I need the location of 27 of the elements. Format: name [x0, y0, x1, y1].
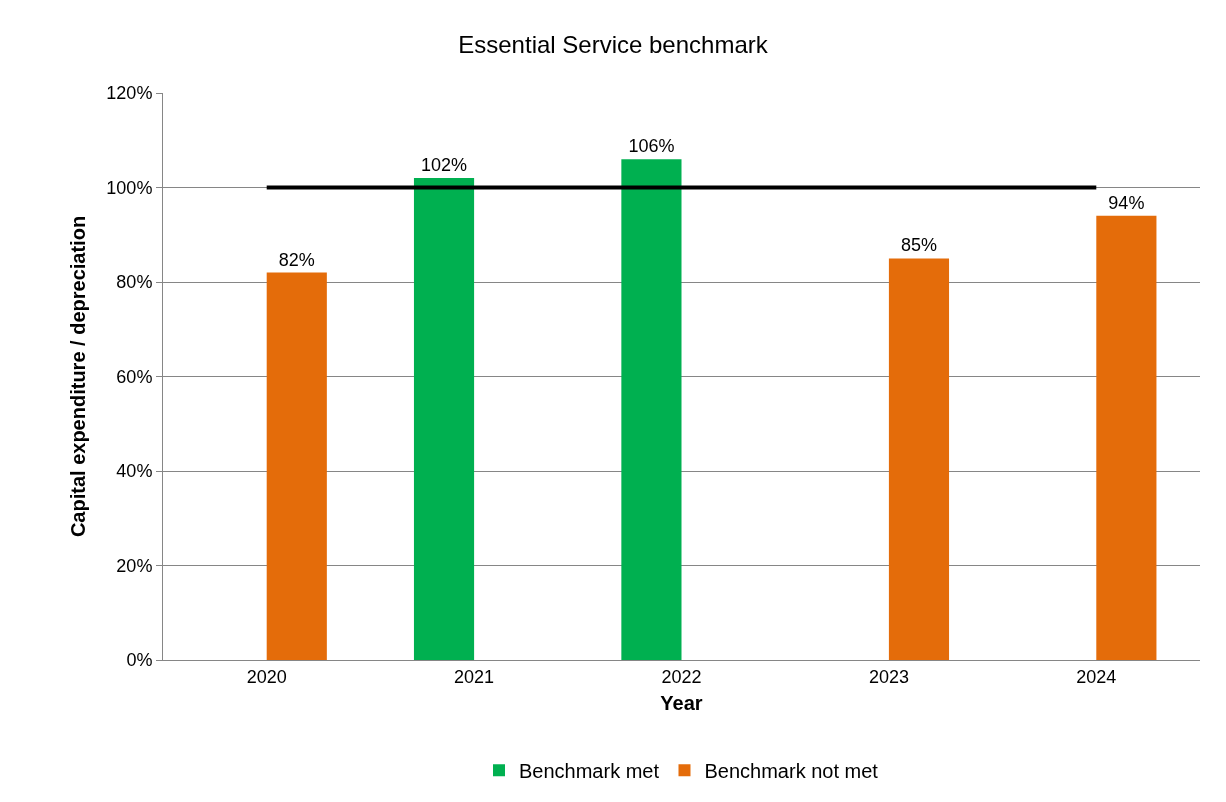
legend-label: Benchmark met: [519, 760, 660, 783]
y-tick-label: 100%: [106, 177, 153, 198]
x-tick-label: 2023: [868, 666, 909, 687]
data-label: 94%: [1108, 192, 1145, 213]
bar: [266, 272, 327, 660]
y-tick-label: 120%: [106, 83, 153, 104]
y-tick-label: 60%: [116, 366, 153, 387]
data-label: 102%: [421, 155, 468, 176]
chart-title: Essential Service benchmark: [458, 30, 769, 58]
x-tick-label: 2021: [454, 666, 495, 687]
y-axis-title: Capital expenditure / depreciation: [66, 215, 89, 538]
y-tick-label: 20%: [116, 555, 153, 576]
y-tick-label: 40%: [116, 461, 153, 482]
x-tick-label: 2024: [1076, 666, 1117, 687]
bar: [888, 258, 950, 660]
legend-label: Benchmark not met: [704, 760, 879, 783]
x-tick-label: 2022: [661, 666, 702, 687]
data-label: 82%: [278, 249, 315, 270]
data-label: 85%: [900, 235, 937, 256]
y-tick-label: 0%: [126, 650, 153, 671]
x-axis-title: Year: [660, 692, 703, 715]
bar: [1096, 215, 1157, 660]
x-tick-label: 2020: [246, 666, 287, 687]
data-label: 106%: [628, 136, 675, 157]
bar: [413, 178, 475, 660]
bar: [621, 159, 682, 660]
y-tick-label: 80%: [116, 272, 153, 293]
